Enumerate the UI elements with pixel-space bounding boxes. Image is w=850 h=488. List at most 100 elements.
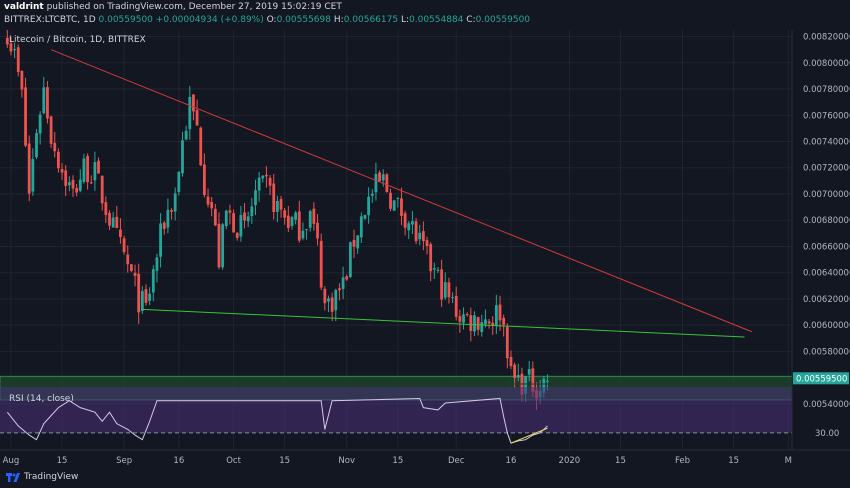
candle-body[interactable] xyxy=(494,305,498,327)
candle-body[interactable] xyxy=(414,221,418,242)
candle-body[interactable] xyxy=(330,297,334,312)
candle-body[interactable] xyxy=(213,208,217,226)
candle-body[interactable] xyxy=(184,130,188,140)
candle-body[interactable] xyxy=(35,133,38,158)
candle-body[interactable] xyxy=(56,151,60,169)
candle-body[interactable] xyxy=(177,171,181,193)
candle-body[interactable] xyxy=(217,223,221,268)
candle-body[interactable] xyxy=(290,217,294,226)
candle-body[interactable] xyxy=(316,222,319,239)
candle-body[interactable] xyxy=(188,96,192,130)
candle-body[interactable] xyxy=(67,182,71,186)
price-chart[interactable]: RSI (14, close) 0.00820000 0.00800000 0.007… xyxy=(0,30,850,467)
candle-body[interactable] xyxy=(458,316,462,322)
candle-body[interactable] xyxy=(297,211,301,241)
candle-body[interactable] xyxy=(89,182,93,184)
candle-body[interactable] xyxy=(334,289,338,311)
candle-body[interactable] xyxy=(491,322,495,326)
candle-body[interactable] xyxy=(97,160,100,174)
candle-body[interactable] xyxy=(126,254,130,265)
candle-body[interactable] xyxy=(195,110,199,126)
candle-body[interactable] xyxy=(396,197,400,199)
candle-body[interactable] xyxy=(348,242,352,278)
candle-body[interactable] xyxy=(151,269,155,293)
candle-body[interactable] xyxy=(436,269,440,271)
candle-body[interactable] xyxy=(407,223,411,231)
candle-body[interactable] xyxy=(5,37,9,45)
candle-body[interactable] xyxy=(16,47,20,72)
candle-body[interactable] xyxy=(140,291,144,311)
candle-body[interactable] xyxy=(400,198,403,216)
candle-body[interactable] xyxy=(243,212,246,221)
candle-body[interactable] xyxy=(115,216,119,228)
candle-body[interactable] xyxy=(111,217,115,228)
candle-body[interactable] xyxy=(370,193,374,196)
candle-body[interactable] xyxy=(531,368,535,392)
candle-body[interactable] xyxy=(228,210,232,213)
candle-body[interactable] xyxy=(542,378,546,393)
candle-body[interactable] xyxy=(546,380,549,382)
candle-body[interactable] xyxy=(469,315,473,331)
candle-body[interactable] xyxy=(327,298,330,302)
candle-body[interactable] xyxy=(53,142,57,152)
candle-body[interactable] xyxy=(24,87,27,146)
candle-body[interactable] xyxy=(451,296,454,298)
candle-body[interactable] xyxy=(286,215,290,228)
candle-body[interactable] xyxy=(305,229,308,231)
candle-body[interactable] xyxy=(374,173,378,193)
candle-body[interactable] xyxy=(279,199,283,210)
candle-body[interactable] xyxy=(283,210,287,218)
candle-body[interactable] xyxy=(272,183,276,212)
candle-body[interactable] xyxy=(166,209,170,228)
candle-body[interactable] xyxy=(86,155,89,183)
candle-body[interactable] xyxy=(301,230,305,239)
candle-body[interactable] xyxy=(498,304,502,321)
candle-body[interactable] xyxy=(9,43,13,52)
candle-body[interactable] xyxy=(46,87,49,119)
candle-body[interactable] xyxy=(476,317,480,330)
candle-body[interactable] xyxy=(418,232,422,240)
candle-body[interactable] xyxy=(60,169,64,173)
candle-body[interactable] xyxy=(352,239,356,247)
candle-body[interactable] xyxy=(206,196,210,205)
candle-body[interactable] xyxy=(527,369,531,375)
candle-body[interactable] xyxy=(232,213,235,233)
candle-body[interactable] xyxy=(137,273,141,313)
candle-body[interactable] xyxy=(487,321,491,324)
candle-body[interactable] xyxy=(345,276,349,280)
candle-body[interactable] xyxy=(192,94,195,112)
candle-body[interactable] xyxy=(356,235,360,249)
candle-body[interactable] xyxy=(170,210,173,212)
candle-body[interactable] xyxy=(235,232,239,238)
rsi-trendline[interactable] xyxy=(510,427,548,444)
candle-body[interactable] xyxy=(199,127,203,166)
candle-body[interactable] xyxy=(341,277,345,289)
candle-body[interactable] xyxy=(20,70,24,90)
candle-body[interactable] xyxy=(432,268,436,270)
candle-body[interactable] xyxy=(100,175,104,204)
candle-body[interactable] xyxy=(246,216,250,222)
candle-body[interactable] xyxy=(268,177,272,186)
candle-body[interactable] xyxy=(440,269,444,300)
candle-body[interactable] xyxy=(338,288,341,291)
candle-body[interactable] xyxy=(505,326,509,359)
candle-body[interactable] xyxy=(465,314,469,316)
candle-body[interactable] xyxy=(319,240,323,288)
candle-body[interactable] xyxy=(71,179,75,189)
candle-body[interactable] xyxy=(275,200,279,212)
candle-body[interactable] xyxy=(473,315,476,332)
candle-body[interactable] xyxy=(38,114,42,134)
candle-body[interactable] xyxy=(411,221,414,225)
candle-body[interactable] xyxy=(421,231,425,242)
candle-body[interactable] xyxy=(254,190,257,206)
candle-body[interactable] xyxy=(294,212,298,220)
candle-body[interactable] xyxy=(367,196,371,216)
candle-body[interactable] xyxy=(64,170,68,186)
candle-body[interactable] xyxy=(524,376,527,394)
resistance-trendline[interactable] xyxy=(50,49,753,333)
candle-body[interactable] xyxy=(359,216,363,238)
candle-body[interactable] xyxy=(257,177,261,191)
candle-body[interactable] xyxy=(202,164,206,196)
candle-body[interactable] xyxy=(27,143,31,194)
candle-body[interactable] xyxy=(484,319,487,325)
